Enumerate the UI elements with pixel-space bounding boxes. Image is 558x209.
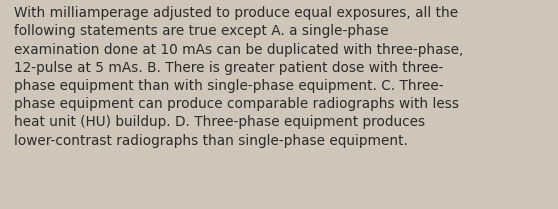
Text: With milliamperage adjusted to produce equal exposures, all the
following statem: With milliamperage adjusted to produce e… bbox=[14, 6, 463, 148]
